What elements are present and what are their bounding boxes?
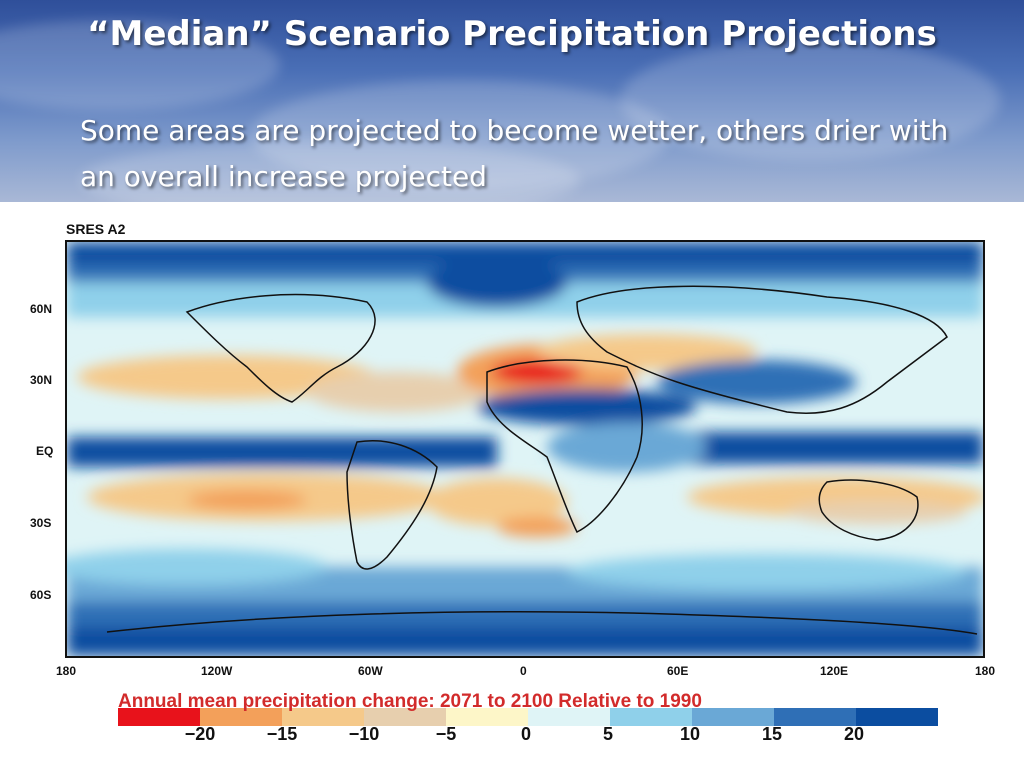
precipitation-change-field [67,242,983,656]
legend-swatch [282,708,364,726]
lat-label-eq: EQ [36,444,54,458]
legend-tick-label: −15 [266,724,298,744]
lat-label-60n: 60N [30,302,53,316]
legend-swatch [200,708,282,726]
lon-label-120e: 120E [820,664,849,678]
legend-tick-label: −20 [184,724,216,744]
legend-swatch [364,708,446,726]
legend-swatch [446,708,528,726]
legend-tick-label: 0 [520,724,531,744]
slide-subtitle: Some areas are projected to become wette… [80,114,949,193]
coastlines [106,285,978,635]
legend-tick-label: −5 [435,724,457,744]
slide-title: “Median” Scenario Precipitation Projecti… [87,14,937,54]
legend-tick-label: 15 [761,724,783,744]
slide-header: “Median” Scenario Precipitation Projecti… [0,0,1024,202]
precipitation-map-graphic [67,242,983,656]
legend-swatch [856,708,938,726]
legend-tick-label: 20 [843,724,865,744]
lon-label-120w: 120W [201,664,233,678]
lon-label-0: 0 [520,664,527,678]
lat-label-30n: 30N [30,373,53,387]
lon-label-60e: 60E [667,664,689,678]
legend-tick-label: 10 [679,724,701,744]
legend-swatch [774,708,856,726]
legend-swatch [528,708,610,726]
legend-swatch [610,708,692,726]
lat-label-30s: 30S [30,516,52,530]
scenario-label: SRES A2 [66,221,126,237]
lon-label-180e: 180 [975,664,996,678]
legend-swatch [118,708,200,726]
legend-tick-label: −10 [348,724,380,744]
legend-caption: Annual mean precipitation change: 2071 t… [118,691,702,712]
lat-label-60s: 60S [30,588,52,602]
lon-label-60w: 60W [358,664,383,678]
precipitation-map [65,240,985,658]
legend-swatch [692,708,774,726]
legend-colorbar [118,708,938,726]
legend-tick-label: 5 [602,724,613,744]
lon-label-180w: 180 [56,664,77,678]
